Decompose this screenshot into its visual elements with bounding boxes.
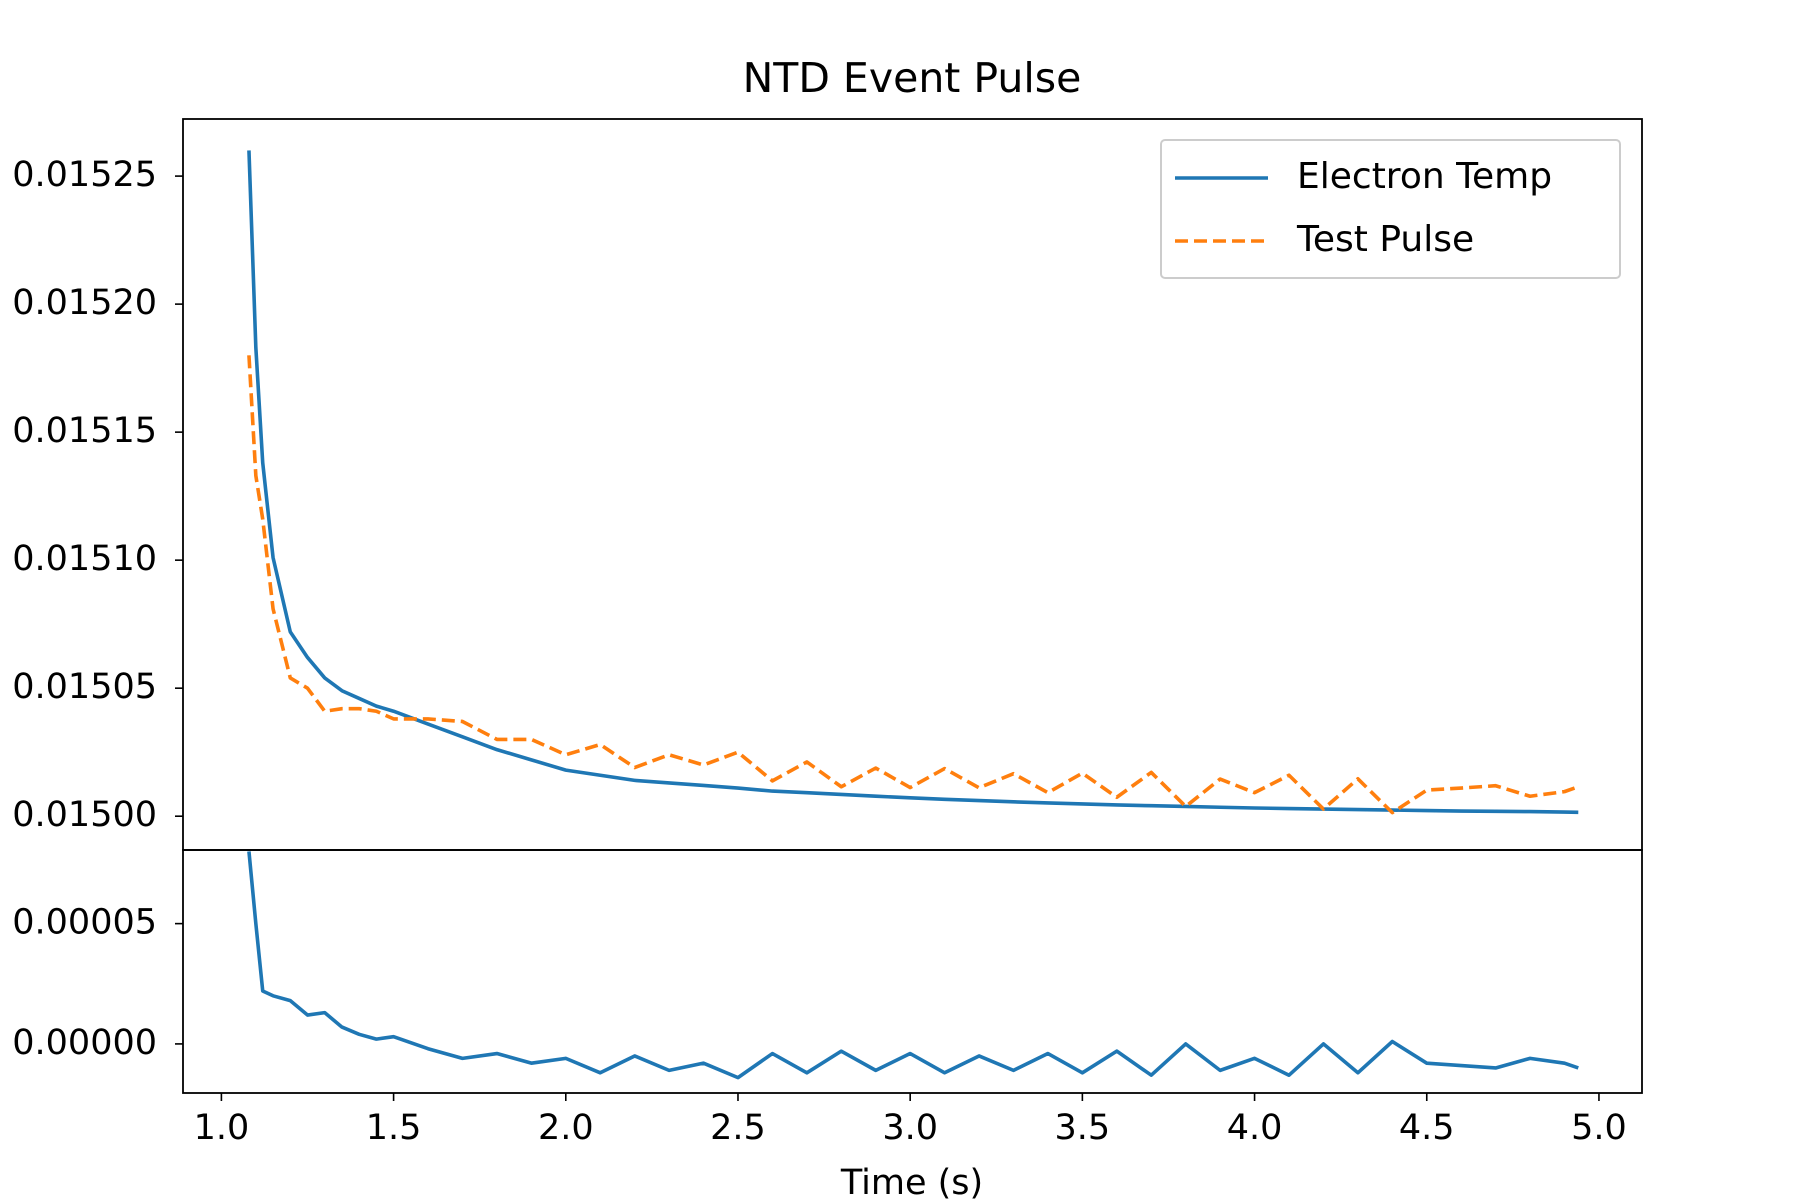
legend-label: Test Pulse — [1296, 219, 1474, 260]
x-tick-label: 3.5 — [1055, 1108, 1111, 1148]
x-tick-label: 1.0 — [194, 1108, 250, 1148]
y-tick-label: 0.01500 — [12, 795, 157, 835]
axes-frame — [182, 849, 1643, 1094]
legend: Electron Temp Test Pulse — [1160, 139, 1621, 279]
y-tick-label: 0.00000 — [12, 1023, 157, 1063]
x-tick-label: 2.5 — [710, 1108, 766, 1148]
x-tick-label: 2.0 — [538, 1108, 594, 1148]
legend-box — [1160, 139, 1621, 279]
x-tick-label: 1.5 — [366, 1108, 422, 1148]
data-line — [247, 355, 1579, 815]
y-tick-label: 0.01525 — [12, 155, 157, 195]
x-axis-label: Time (s) — [840, 1163, 983, 1200]
data-line — [247, 150, 1579, 815]
y-tick-label: 0.01510 — [12, 539, 157, 579]
y-tick-label: 0.01520 — [12, 283, 157, 323]
x-tick-label: 4.5 — [1399, 1108, 1455, 1148]
y-tick-label: 0.01515 — [12, 411, 157, 451]
x-tick-label: 4.0 — [1227, 1108, 1283, 1148]
y-tick-label: 0.00005 — [12, 903, 157, 943]
data-line — [247, 851, 1579, 1080]
chart-title: NTD Event Pulse — [743, 54, 1082, 102]
x-tick-label: 5.0 — [1571, 1108, 1627, 1148]
legend-label: Electron Temp — [1297, 156, 1552, 197]
x-tick-label: 3.0 — [882, 1108, 938, 1148]
y-tick-label: 0.01505 — [12, 667, 157, 707]
